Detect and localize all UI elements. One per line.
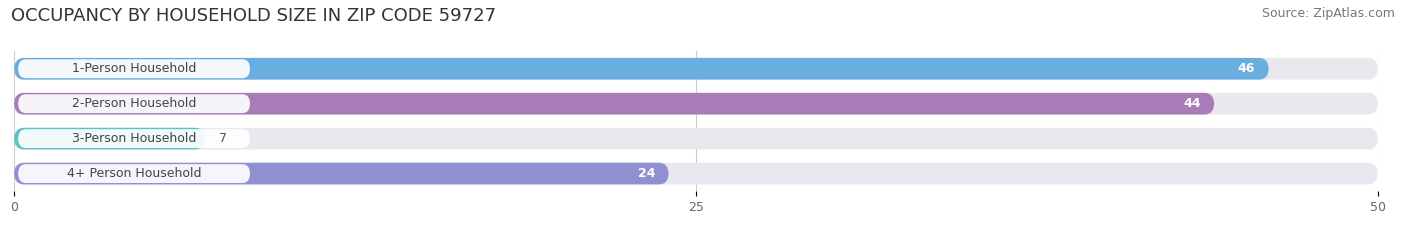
FancyBboxPatch shape [14, 58, 1268, 80]
Text: Source: ZipAtlas.com: Source: ZipAtlas.com [1261, 7, 1395, 20]
FancyBboxPatch shape [18, 164, 250, 183]
Text: 1-Person Household: 1-Person Household [72, 62, 197, 75]
FancyBboxPatch shape [14, 163, 669, 185]
FancyBboxPatch shape [14, 58, 1378, 80]
FancyBboxPatch shape [14, 128, 205, 150]
FancyBboxPatch shape [14, 93, 1215, 115]
FancyBboxPatch shape [14, 128, 1378, 150]
FancyBboxPatch shape [18, 129, 250, 148]
Text: 2-Person Household: 2-Person Household [72, 97, 197, 110]
Text: OCCUPANCY BY HOUSEHOLD SIZE IN ZIP CODE 59727: OCCUPANCY BY HOUSEHOLD SIZE IN ZIP CODE … [11, 7, 496, 25]
Text: 4+ Person Household: 4+ Person Household [67, 167, 201, 180]
Text: 44: 44 [1182, 97, 1201, 110]
Text: 46: 46 [1237, 62, 1256, 75]
FancyBboxPatch shape [14, 93, 1378, 115]
FancyBboxPatch shape [18, 59, 250, 78]
FancyBboxPatch shape [18, 94, 250, 113]
Text: 24: 24 [637, 167, 655, 180]
FancyBboxPatch shape [14, 163, 1378, 185]
Text: 7: 7 [219, 132, 226, 145]
Text: 3-Person Household: 3-Person Household [72, 132, 197, 145]
